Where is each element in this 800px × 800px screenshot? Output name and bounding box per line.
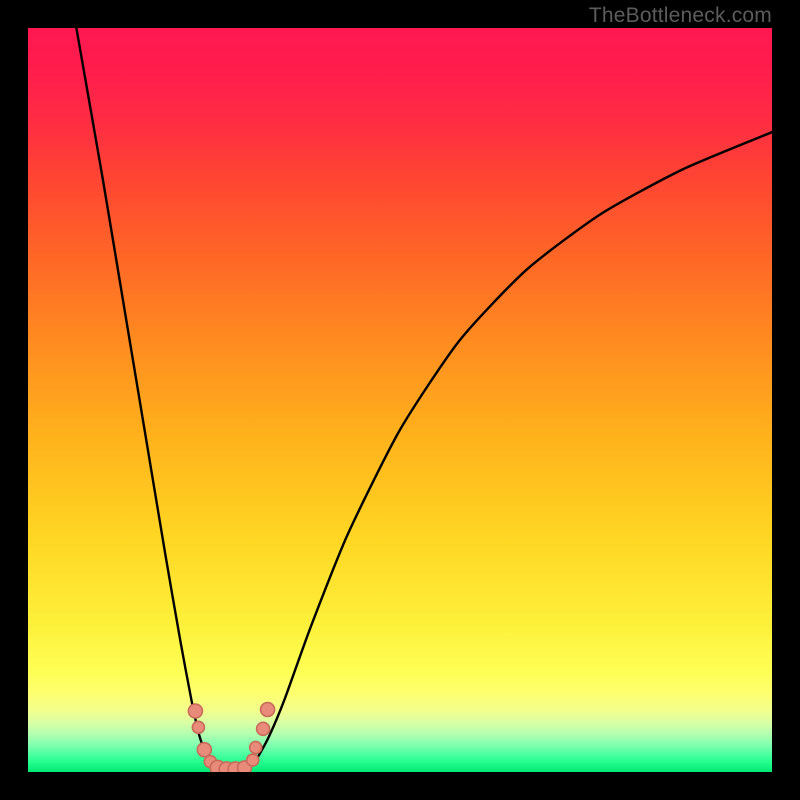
data-marker [188, 704, 202, 718]
data-marker [192, 721, 204, 733]
attribution-label: TheBottleneck.com [589, 4, 772, 28]
data-marker [261, 703, 275, 717]
data-marker [250, 741, 262, 753]
plot-area [28, 28, 772, 772]
data-marker [257, 722, 270, 735]
data-marker [247, 754, 259, 766]
bottleneck-curve [28, 28, 772, 772]
data-marker [197, 743, 211, 757]
